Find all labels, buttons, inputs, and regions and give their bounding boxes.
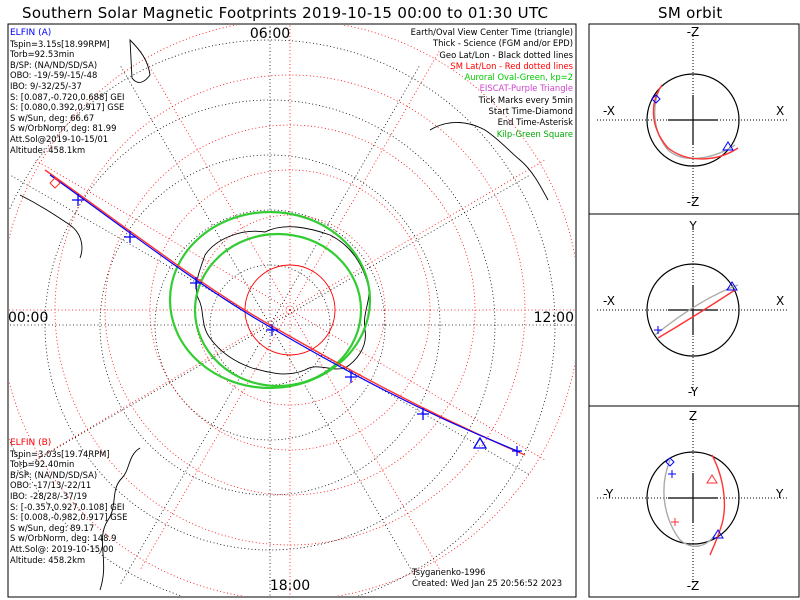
elfin-a-line: S w/OrbNorm, deg: 81.99 [10, 123, 117, 134]
legend-entry: Geo Lat/Lon - Black dotted lines [439, 49, 573, 60]
orbit-title: SM orbit [658, 4, 723, 22]
legend-entry: End Time-Asterisk [497, 117, 573, 128]
elfin-a-line: Torb=92.53min [10, 49, 75, 60]
legend-entry: Earth/Oval View Center Time (triangle) [410, 27, 573, 37]
svg-text:-X: -X [603, 104, 615, 118]
svg-text:Y: Y [688, 219, 697, 233]
svg-text:-X: -X [603, 294, 615, 308]
elfin-a-line: Att.Sol@2019-10-15/01 [10, 133, 109, 144]
elfin-b-track [44, 169, 526, 456]
svg-text:Y: Y [775, 487, 784, 501]
plot-title: Southern Solar Magnetic Footprints 2019-… [22, 4, 549, 22]
elfin-a-line: S w/Sun, deg: 66.67 [10, 112, 95, 123]
svg-text:X: X [776, 104, 784, 118]
elfin-b-line: Tspin=3.03s[19.74RPM] [10, 448, 110, 459]
south-america-outline [99, 447, 141, 591]
antarctica-outline [195, 226, 370, 375]
svg-text:-Z: -Z [687, 579, 700, 593]
elfin-a-line: IBO: 9/-32/25/-37 [10, 80, 82, 91]
elfin-b-title: ELFIN (B) [10, 438, 52, 448]
svg-text:-Z: -Z [687, 25, 700, 39]
hour-left: 00:00 [8, 310, 48, 326]
elfin-a-title: ELFIN (A) [10, 28, 52, 38]
legend: Earth/Oval View Center Time (triangle) Th… [411, 27, 573, 140]
elfin-a-info: ELFIN (A) Tspin=3.15s[18.99RPM] Torb=92.5… [10, 28, 125, 155]
elfin-b-line: OBO: -17/13/-22/11 [10, 480, 92, 491]
model-name: Tsyganenko-1996 [412, 567, 486, 577]
elfin-b-line: B/SP: (NA/ND/SD/SA) [10, 469, 98, 480]
svg-text:-Y: -Y [603, 487, 614, 501]
sm-lon-lines [9, 25, 575, 596]
legend-entry: SM Lat/Lon - Red dotted lines [450, 60, 573, 71]
svg-text:-Z: -Z [687, 195, 700, 209]
elfin-a-line: Altitude: 458.1km [10, 144, 86, 155]
auroral-oval-inner [193, 232, 363, 388]
legend-entry: Thick - Science (FGM and/or EPD) [432, 38, 573, 49]
svg-text:X: X [776, 294, 784, 308]
legend-entry: Start Time-Diamond [488, 106, 573, 117]
elfin-a-track [49, 174, 521, 453]
legend-entry: Kilp-Green Square [496, 128, 573, 139]
orbit-panel-yz: Z -Z -Y Y [597, 409, 789, 593]
elfin-a-line: B/SP: (NA/ND/SD/SA) [10, 59, 98, 70]
elfin-a-end-asterisk [512, 446, 522, 456]
elfin-b-line: S w/Sun, deg: 89.17 [10, 522, 95, 533]
elfin-a-line: S: [0.080,0.392,0.917] GSE [10, 102, 125, 113]
elfin-a-line: S: [0.087,-0.720,0.688] GEI [10, 91, 125, 102]
new-zealand-outline [129, 38, 151, 83]
hour-bottom: 18:00 [270, 578, 310, 594]
elfin-b-line: IBO: -28/28/-37/19 [10, 490, 88, 501]
legend-entry: Tick Marks every 5min [478, 94, 573, 105]
geo-lon-lines [9, 25, 575, 596]
elfin-a-center-triangle [472, 436, 488, 449]
orbit-panel-xz: -Z -Z -X X [597, 25, 789, 209]
auroral-oval-outer [168, 210, 372, 390]
elfin-a-line: Tspin=3.15s[18.99RPM] [10, 38, 110, 49]
created-timestamp: Created: Wed Jan 25 20:56:52 2023 [412, 578, 563, 588]
elfin-b-line: Att.Sol@: 2019-10-15/00 [10, 543, 114, 554]
hour-right: 12:00 [534, 310, 574, 326]
hour-top: 06:00 [250, 26, 290, 42]
svg-text:Z: Z [689, 409, 697, 423]
elfin-b-line: Torb=92.40min [10, 459, 75, 470]
elfin-b-line: S w/OrbNorm, deg: 148.9 [10, 533, 117, 544]
svg-text:-Y: -Y [688, 385, 699, 399]
elfin-a-line: OBO: -19/-59/-15/-48 [10, 70, 98, 81]
australia-outline [19, 194, 83, 259]
africa-outline [429, 122, 549, 201]
orbit-panel-xy: Y -Y -X X [597, 219, 789, 399]
elfin-b-start-diamond [49, 177, 61, 189]
elfin-b-line: S: [-0.357,0.927,0.108] GEI [10, 501, 125, 512]
elfin-b-line: S: [0.008,-0.982,0.917] GSE [10, 512, 128, 523]
elfin-a-ticks [72, 194, 429, 420]
elfin-b-line: Altitude: 458.2km [10, 554, 86, 565]
elfin-b-info: ELFIN (B) Tspin=3.03s[19.74RPM] Torb=92.4… [10, 438, 127, 565]
legend-entry: Auroral Oval-Green, kp=2 [464, 72, 573, 83]
legend-entry: EISCAT-Purple Triangle [479, 83, 573, 94]
